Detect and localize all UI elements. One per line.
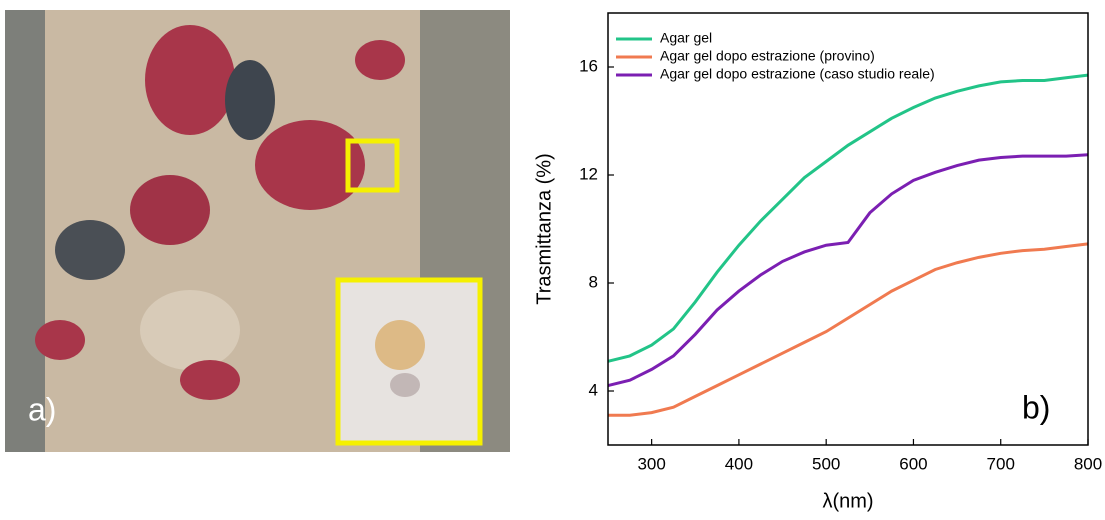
x-tick-label: 800	[1074, 454, 1102, 473]
leaf	[225, 60, 275, 140]
panel-label: b)	[1022, 389, 1050, 425]
x-tick-label: 500	[812, 454, 840, 473]
photo-edge	[5, 10, 45, 452]
legend-label: Agar gel dopo estrazione (provino)	[660, 48, 875, 64]
x-tick-label: 700	[987, 454, 1015, 473]
flower	[35, 320, 85, 360]
y-tick-label: 12	[579, 164, 598, 183]
figure: a) 4 8 12 16 300 400 500 600 700 800 Agar gel Agar …	[0, 0, 1105, 515]
y-tick-label: 8	[589, 272, 598, 291]
legend-label: Agar gel dopo estrazione (caso studio re…	[660, 66, 935, 82]
inset-sample	[390, 373, 420, 397]
page: {"image_panel": {"label": "a)"}, "chart_…	[0, 0, 1105, 515]
y-axis-label: Trasmittanza (%)	[533, 153, 555, 305]
x-tick-label: 600	[899, 454, 927, 473]
photo: a)	[5, 10, 510, 452]
inset-sample	[375, 320, 425, 370]
x-tick-label: 300	[637, 454, 665, 473]
flower	[145, 25, 235, 135]
panel-label: a)	[28, 391, 56, 427]
series-line	[608, 244, 1088, 415]
x-tick-label: 400	[725, 454, 753, 473]
flower	[140, 290, 240, 370]
leaf	[55, 220, 125, 280]
series-line	[608, 155, 1088, 386]
x-axis-label: λ(nm)	[822, 490, 873, 512]
chart: 4 8 12 16 300 400 500 600 700 800 Agar gel Agar gel…	[533, 13, 1102, 512]
y-tick-label: 4	[589, 380, 598, 399]
flower	[355, 40, 405, 80]
legend-label: Agar gel	[660, 30, 712, 46]
y-tick-label: 16	[579, 56, 598, 75]
flower	[130, 175, 210, 245]
flower	[180, 360, 240, 400]
